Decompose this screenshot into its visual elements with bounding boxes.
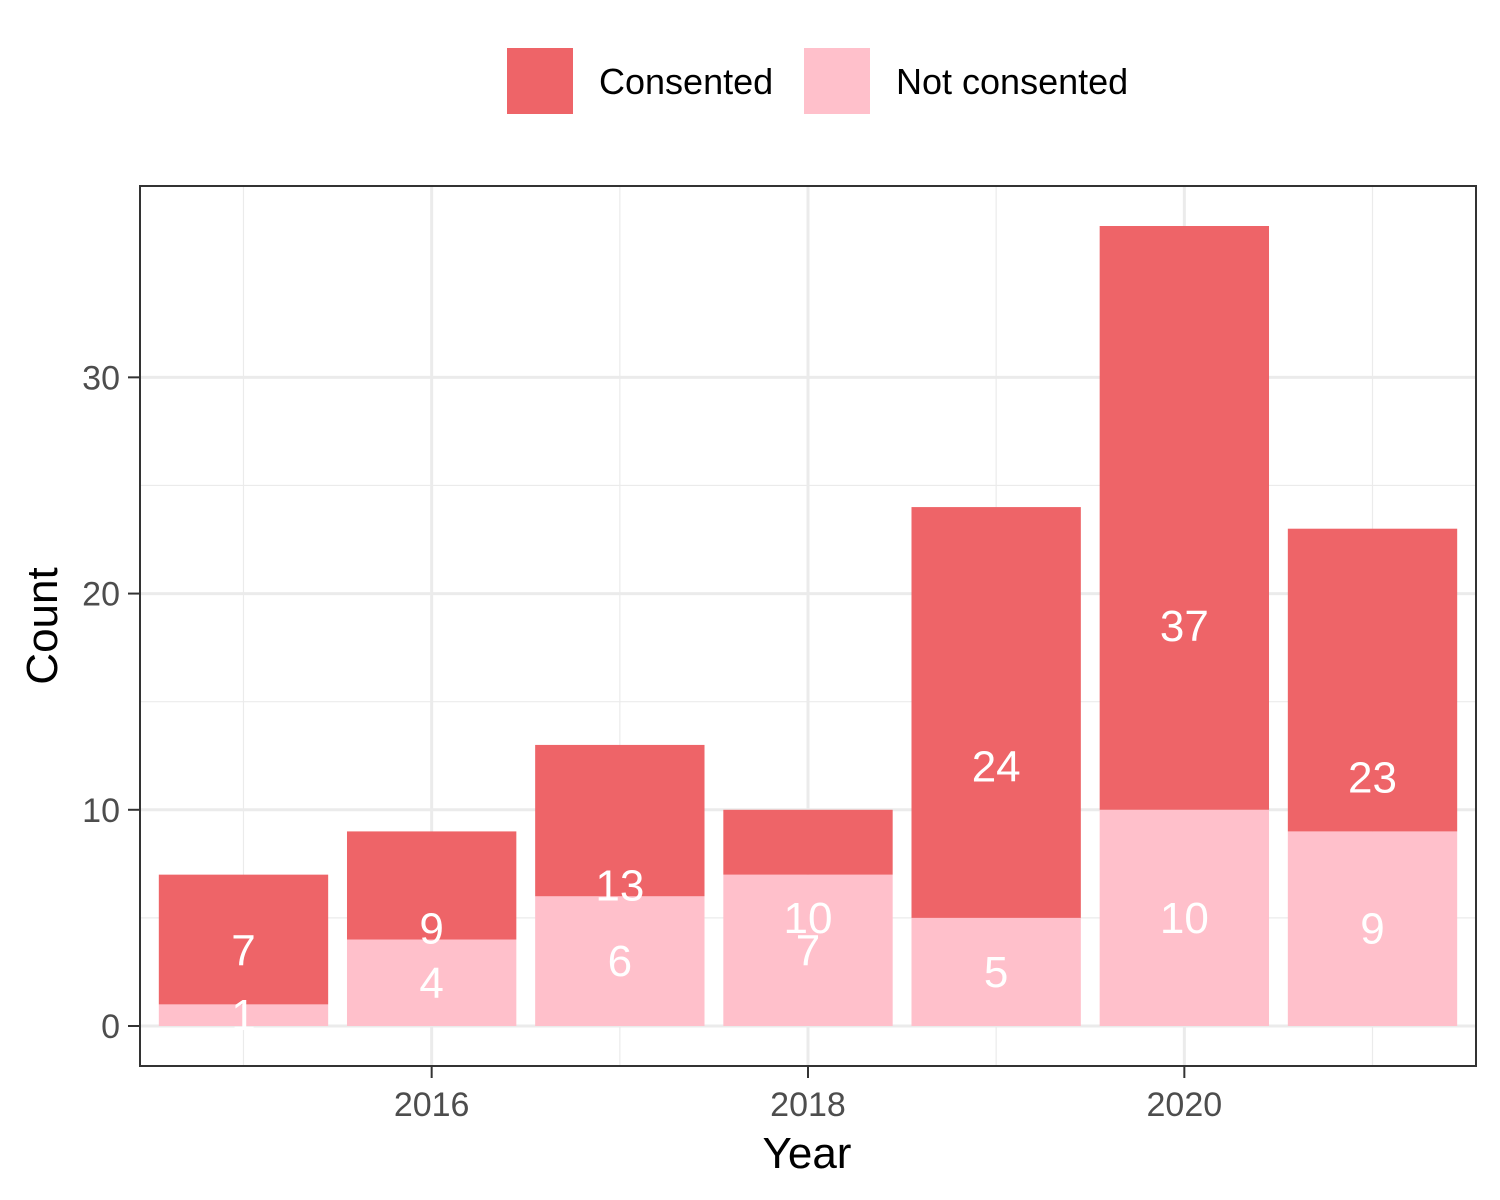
bar-label-not-consented-2021: 9 — [1360, 905, 1384, 954]
bar-consented-2019 — [911, 507, 1081, 918]
bar-label-total-2018: 10 — [784, 894, 833, 943]
bar-label-not-consented-2016: 4 — [419, 959, 443, 1008]
bar-not-consented-2020 — [1099, 809, 1270, 1026]
bar-not-consented-2016 — [346, 939, 517, 1026]
bar-not-consented-2015 — [158, 1004, 329, 1026]
bar-not-consented-2018 — [723, 874, 893, 1026]
legend: Consented Not consented — [507, 48, 1128, 114]
bar-label-total-2021: 23 — [1348, 753, 1397, 802]
bar-label-not-consented-2019: 5 — [984, 948, 1008, 997]
bar-label-not-consented-2018: 7 — [796, 926, 820, 975]
y-tick-label-10: 10 — [82, 792, 120, 830]
x-axis-title: Year — [763, 1129, 852, 1178]
y-axis: 0 10 20 30 — [82, 359, 140, 1046]
bar-label-total-2015: 7 — [231, 926, 255, 975]
y-tick-label-30: 30 — [82, 359, 120, 397]
bar-label-total-2020: 37 — [1160, 602, 1209, 651]
x-tick-label-2018: 2018 — [770, 1086, 846, 1124]
x-tick-label-2016: 2016 — [394, 1086, 470, 1124]
legend-swatch-consented — [507, 48, 573, 114]
bar-consented-2016 — [346, 831, 517, 940]
bar-not-consented-2021 — [1287, 831, 1458, 1026]
bar-label-total-2017: 13 — [595, 861, 644, 910]
bars — [158, 226, 1458, 1026]
bar-label-not-consented-2015: 1 — [231, 991, 255, 1040]
bar-label-total-2019: 24 — [972, 743, 1021, 792]
bar-not-consented-2017 — [535, 896, 705, 1026]
legend-label-not-consented: Not consented — [896, 61, 1128, 102]
legend-label-consented: Consented — [599, 61, 773, 102]
bar-label-not-consented-2020: 10 — [1160, 894, 1209, 943]
bar-not-consented-2019 — [911, 917, 1081, 1026]
bar-label-total-2016: 9 — [419, 905, 443, 954]
bar-consented-2018 — [723, 809, 893, 875]
legend-swatch-not-consented — [804, 48, 870, 114]
x-axis: 2016 2018 2020 — [394, 1066, 1222, 1124]
bar-consented-2017 — [535, 744, 705, 897]
bar-consented-2020 — [1099, 226, 1270, 810]
y-axis-title: Count — [18, 567, 67, 684]
bar-consented-2021 — [1287, 528, 1458, 832]
bar-consented-2015 — [158, 874, 329, 1005]
y-tick-label-0: 0 — [101, 1008, 120, 1046]
x-tick-label-2020: 2020 — [1147, 1086, 1223, 1124]
bar-label-not-consented-2017: 6 — [608, 937, 632, 986]
y-tick-label-20: 20 — [82, 576, 120, 614]
